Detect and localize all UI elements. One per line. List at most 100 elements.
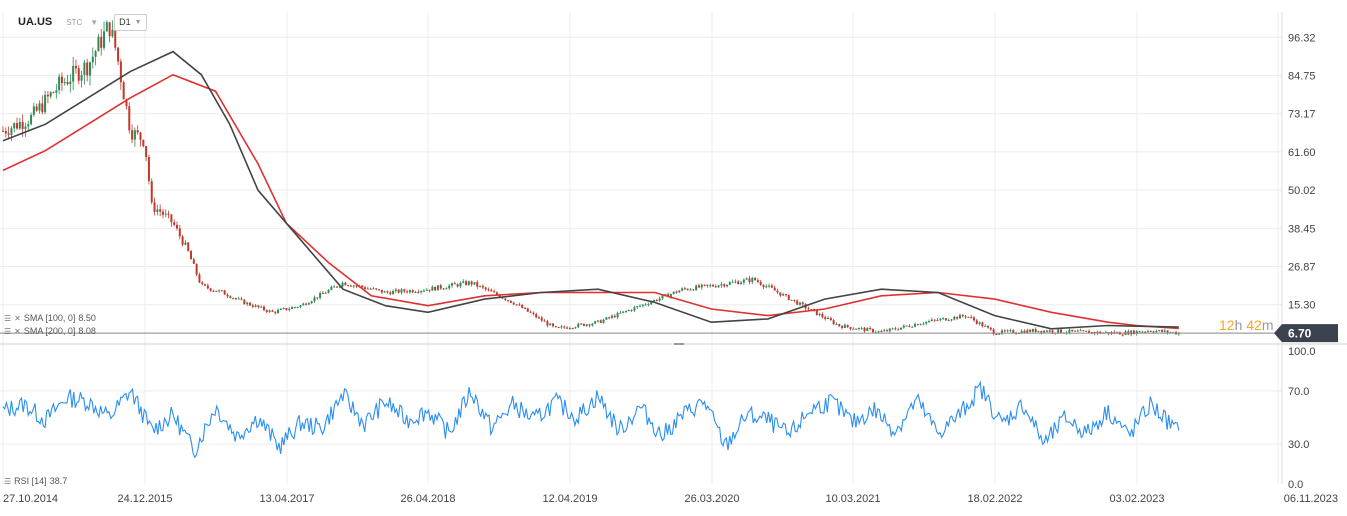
candle <box>928 319 931 324</box>
x-tick-label: 12.04.2019 <box>542 493 597 505</box>
market-label[interactable]: STC <box>66 17 83 27</box>
candle-body <box>1088 331 1091 334</box>
candle-body <box>349 285 352 287</box>
candle <box>251 303 254 309</box>
candle <box>987 325 990 329</box>
candle <box>111 20 114 38</box>
close-icon[interactable]: ✕ <box>14 313 21 323</box>
candle <box>549 323 552 326</box>
candle <box>981 321 984 328</box>
candle-body <box>883 330 886 332</box>
candle-body <box>546 321 549 326</box>
candle-body <box>591 323 594 326</box>
candle-body <box>341 282 344 287</box>
candle-body <box>697 285 700 288</box>
settings-icon[interactable]: ☰ <box>4 326 12 336</box>
candle <box>400 287 403 295</box>
candle-body <box>470 281 473 285</box>
candle-body <box>462 281 465 283</box>
candle <box>535 312 538 319</box>
candle-body <box>128 106 131 131</box>
candle-body <box>184 242 187 245</box>
candle-body <box>787 294 790 300</box>
candle-body <box>644 304 647 306</box>
candle <box>330 285 333 291</box>
candle <box>608 316 611 320</box>
candle <box>633 305 636 313</box>
chevron-down-icon[interactable]: ▼ <box>90 17 99 27</box>
candle <box>1045 329 1048 333</box>
candle <box>204 283 207 287</box>
candle-body <box>91 56 94 63</box>
countdown-minutes-unit: m <box>1261 317 1274 333</box>
candle-body <box>1082 330 1085 332</box>
candle-body <box>1130 330 1133 335</box>
candle <box>403 288 406 294</box>
sma100-line <box>2 50 1179 330</box>
candle-body <box>291 307 294 309</box>
candle-body <box>164 213 167 215</box>
candle <box>779 292 782 297</box>
pane-resize-handle[interactable] <box>674 343 684 345</box>
candle-body <box>299 305 302 308</box>
candle <box>465 279 468 286</box>
candle <box>32 102 35 117</box>
candle <box>392 289 395 295</box>
candle-body <box>815 310 818 316</box>
symbol-label[interactable]: UA.US <box>18 16 53 28</box>
candle <box>835 322 838 326</box>
candle-body <box>897 329 900 331</box>
candle <box>321 290 324 294</box>
candle <box>821 312 824 319</box>
x-tick-label: 27.10.2014 <box>3 493 58 505</box>
candle <box>167 210 170 219</box>
candle-body <box>731 281 734 283</box>
candle-body <box>94 51 97 57</box>
settings-icon[interactable]: ☰ <box>4 313 12 323</box>
candle-body <box>195 263 198 275</box>
candle-body <box>198 274 201 283</box>
candle-body <box>827 317 830 320</box>
timeframe-select[interactable]: D1 ▼ <box>114 13 147 31</box>
candle <box>364 285 367 290</box>
candle-body <box>1029 329 1032 332</box>
candle <box>869 326 872 331</box>
candle-body <box>490 289 493 292</box>
candle-body <box>293 307 296 309</box>
candle <box>697 283 700 289</box>
candle-body <box>588 324 591 326</box>
candle <box>883 328 886 332</box>
candle <box>970 314 973 319</box>
rsi-line <box>2 380 1180 459</box>
candle <box>411 289 414 294</box>
candle-body <box>260 306 263 308</box>
candle <box>380 289 383 294</box>
candle-body <box>49 92 52 97</box>
candle-body <box>383 291 386 293</box>
candle <box>1107 332 1110 336</box>
candle-body <box>251 305 254 307</box>
candle <box>515 304 518 306</box>
candle <box>507 299 510 303</box>
candle-body <box>178 228 181 237</box>
settings-icon[interactable]: ☰ <box>4 476 12 486</box>
candle <box>86 58 89 82</box>
candle-body <box>1001 330 1004 334</box>
candle <box>939 317 942 322</box>
candle <box>69 74 72 93</box>
candle-body <box>914 324 917 327</box>
candle <box>16 117 19 130</box>
candle-body <box>487 289 490 291</box>
candle <box>414 290 417 294</box>
candle <box>232 297 235 300</box>
candle-body <box>1163 330 1166 332</box>
candle <box>683 286 686 291</box>
candle-body <box>394 289 397 292</box>
candle <box>647 302 650 307</box>
candle <box>198 272 201 284</box>
candle-body <box>933 319 936 321</box>
candle <box>389 290 392 296</box>
candle <box>1003 329 1006 333</box>
close-icon[interactable]: ✕ <box>14 326 21 336</box>
